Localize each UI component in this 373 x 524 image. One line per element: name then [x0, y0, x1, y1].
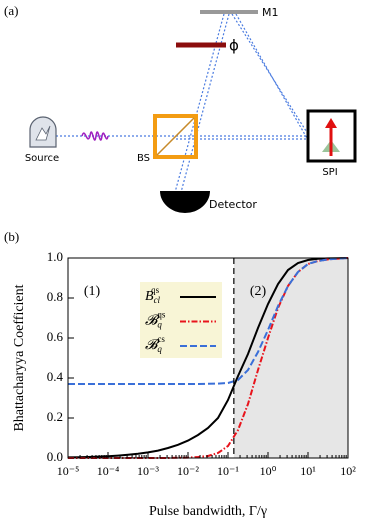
bs-label: BS — [137, 153, 150, 164]
mirror-label: M1 — [262, 6, 279, 19]
beam-splitter — [153, 114, 198, 159]
annotation: (1) — [84, 284, 101, 299]
y-tick-label: 0.8 — [47, 289, 63, 304]
source-label: Source — [25, 153, 59, 164]
legend-label-part: cl — [154, 295, 161, 305]
legend-label-part: 𝓑 — [145, 338, 160, 353]
legend-label-part: B — [145, 289, 154, 304]
y-tick-label: 0.4 — [47, 369, 64, 384]
x-tick-label: 10⁻⁴ — [97, 464, 120, 478]
x-tick-label: 10⁻¹ — [217, 464, 239, 478]
x-tick-label: 10¹ — [300, 464, 316, 478]
line-series — [68, 257, 349, 385]
splitter-diagonal — [156, 117, 195, 156]
wave-packet — [81, 131, 109, 141]
legend-label-part: q — [157, 344, 162, 354]
y-tick-label: 0.0 — [47, 449, 63, 464]
detector — [160, 191, 210, 213]
detector-label: Detector — [209, 198, 257, 211]
beam — [235, 13, 309, 141]
phase-label: ϕ — [229, 37, 239, 55]
legend-label: 𝓑qcs — [145, 334, 165, 354]
y-axis-label: Bhattacharyya Coefficient — [12, 284, 27, 431]
x-axis-label: Pulse bandwidth, Γ/γ — [149, 504, 267, 519]
source-icon — [29, 116, 57, 148]
y-tick-label: 0.6 — [47, 329, 64, 344]
beam-paths — [56, 13, 310, 197]
legend-label-part: qs — [157, 310, 166, 320]
legend-label-part: 𝓑 — [145, 314, 160, 329]
spi-label: SPI — [322, 167, 337, 178]
panel-label: (b) — [4, 229, 19, 244]
x-tick-label: 10⁻² — [177, 464, 199, 478]
y-tick-label: 0.2 — [47, 409, 63, 424]
spin-arrowhead — [325, 118, 337, 128]
x-tick-label: 10² — [340, 464, 356, 478]
shaded-region — [233, 258, 348, 458]
setup-diagram: (a) M1 ϕ Source BS Detector SPI — [4, 3, 357, 213]
line-series — [67, 257, 349, 459]
annotation: (2) — [250, 284, 267, 299]
legend-label-part: qs — [151, 285, 160, 295]
legend-label-part: q — [157, 320, 162, 330]
x-tick-label: 10⁻⁵ — [57, 464, 80, 478]
panel-label: (a) — [4, 3, 18, 18]
x-tick-label: 10⁻³ — [137, 464, 159, 478]
y-tick-label: 1.0 — [47, 249, 63, 264]
chart: (b) Pulse bandwidth, Γ/γ Bhattacharyya C… — [4, 229, 356, 519]
plot-frame — [67, 257, 349, 459]
legend-label: Bclqs — [145, 285, 161, 305]
legend-label-part: cs — [157, 334, 165, 344]
legend-label: 𝓑qqs — [145, 310, 166, 330]
x-tick-label: 10⁰ — [260, 464, 277, 478]
beam — [179, 13, 230, 197]
beam — [173, 13, 225, 197]
